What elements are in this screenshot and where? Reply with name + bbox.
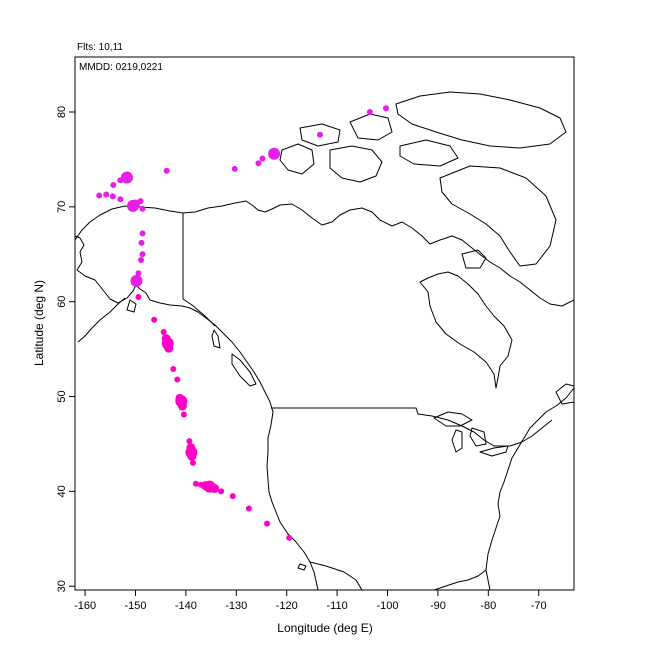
trajectory-point [231, 165, 238, 172]
trajectory-point [130, 274, 143, 287]
x-tick-label: -80 [480, 600, 496, 612]
island-banks [279, 143, 315, 175]
trajectory-point [160, 329, 167, 336]
coastline-gulf [433, 569, 487, 590]
coastline-alaska-peninsula [77, 297, 126, 343]
island-melville [299, 123, 341, 147]
trajectory-point [127, 203, 134, 210]
trajectory-point [163, 167, 170, 174]
island-haida-gwaii [211, 329, 221, 349]
island-devon [399, 139, 459, 167]
trajectory-point [255, 160, 262, 167]
x-axis-title: Longitude (deg E) [277, 621, 372, 635]
trajectory-points [96, 105, 389, 541]
x-tick-label: -110 [326, 600, 347, 612]
y-axis: 30 40 50 60 70 80 [56, 106, 75, 592]
trajectory-point [286, 534, 293, 541]
trajectory-point [110, 182, 117, 189]
x-axis: -160 -150 -140 -130 -120 -110 -100 -90 -80 -70 [74, 590, 547, 612]
y-tick-label: 60 [56, 296, 68, 308]
lake-erie-ontario [479, 445, 509, 457]
coastline-arctic [75, 200, 574, 307]
x-tick-label: -130 [225, 600, 247, 612]
coastline-east [485, 387, 574, 590]
trajectory-point [180, 411, 187, 418]
y-tick-label: 70 [56, 201, 68, 213]
lake-michigan [451, 429, 463, 453]
coastline-hudson-bay [419, 271, 513, 389]
island-baffin [439, 165, 557, 267]
trajectory-point [268, 147, 281, 160]
y-axis-title: Latitude (deg N) [32, 280, 46, 366]
island-kodiak [126, 299, 137, 313]
island-axel [349, 113, 393, 141]
trajectory-point [186, 443, 196, 453]
trajectory-point [218, 488, 225, 495]
island-victoria [329, 145, 383, 183]
dates-label: MMDD: 0219,0221 [79, 62, 163, 73]
y-tick-label: 50 [56, 390, 68, 402]
trajectory-point [186, 438, 193, 445]
y-tick-label: 30 [56, 580, 68, 592]
y-tick-label: 80 [56, 106, 68, 118]
island-ellesmere [395, 91, 567, 149]
trajectory-point [245, 505, 252, 512]
island-southampton [461, 249, 487, 269]
trajectory-point [135, 270, 142, 277]
trajectory-point [120, 171, 133, 184]
trajectory-point [198, 481, 205, 488]
border-us-mexico [309, 561, 363, 590]
trajectory-point [316, 131, 323, 138]
trajectory-point [170, 366, 177, 373]
trajectory-point [138, 239, 145, 246]
coastline-west [75, 235, 319, 590]
trajectory-point [117, 196, 124, 203]
trajectory-point [175, 393, 185, 403]
border-alaska-canada [182, 213, 216, 327]
x-tick-label: -70 [531, 600, 547, 612]
trajectory-point [109, 193, 116, 200]
trajectory-point [192, 480, 199, 487]
trajectory-point [138, 256, 145, 263]
trajectory-point [151, 316, 158, 323]
trajectory-point [174, 376, 181, 383]
trajectory-point [229, 493, 236, 500]
trajectory-point [382, 105, 389, 112]
trajectory-point [103, 191, 110, 198]
trajectory-point [135, 293, 142, 300]
y-tick-label: 40 [56, 485, 68, 497]
x-tick-label: -140 [175, 600, 197, 612]
lake-superior [433, 411, 473, 427]
trajectory-point [264, 520, 271, 527]
trajectory-point [139, 205, 146, 212]
island-vancouver [231, 353, 257, 387]
trajectory-point [139, 230, 146, 237]
x-tick-label: -160 [74, 600, 96, 612]
x-tick-label: -150 [124, 600, 146, 612]
flights-label: Flts: 10,11 [77, 42, 123, 53]
map-basemap [75, 91, 574, 590]
lake-huron [469, 427, 487, 447]
trajectory-point [189, 459, 196, 466]
trajectory-point [139, 251, 146, 258]
border-us-canada [271, 407, 553, 447]
island-southern-cal [297, 563, 307, 571]
plot-frame [74, 56, 575, 591]
trajectory-point [366, 109, 373, 116]
trajectory-point [161, 334, 171, 344]
island-newfoundland [555, 383, 574, 405]
x-tick-label: -90 [430, 600, 446, 612]
x-tick-label: -100 [376, 600, 398, 612]
trajectory-point [259, 155, 266, 162]
trajectory-point [96, 192, 103, 199]
x-tick-label: -120 [276, 600, 298, 612]
